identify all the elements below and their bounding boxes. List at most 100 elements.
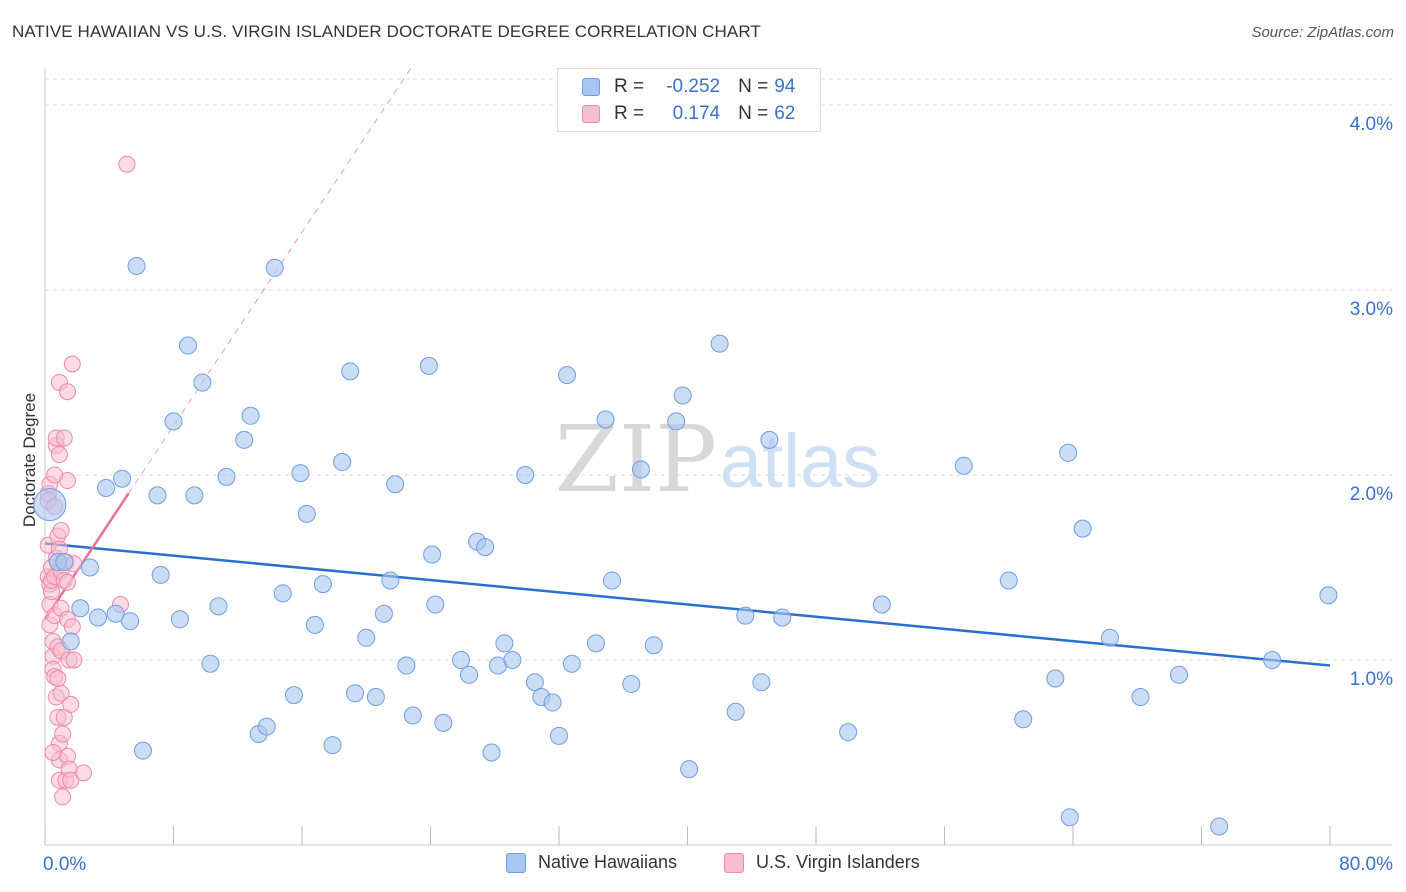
point-native-hawaiians — [1210, 817, 1229, 836]
point-virgin-islanders — [63, 355, 81, 373]
point-native-hawaiians — [127, 256, 146, 275]
point-native-hawaiians — [773, 608, 792, 627]
point-native-hawaiians — [235, 430, 254, 449]
legend-n-label: N = — [738, 103, 769, 124]
trend-line-virgin-islanders — [43, 492, 130, 620]
point-virgin-islanders — [46, 466, 64, 484]
point-native-hawaiians — [736, 606, 755, 625]
legend-row-native-hawaiians: R = -0.252 N = 94 — [582, 74, 795, 100]
point-native-hawaiians — [33, 488, 67, 522]
legend-swatch-pink — [582, 105, 600, 123]
point-native-hawaiians — [596, 410, 615, 429]
point-native-hawaiians — [543, 693, 562, 712]
point-native-hawaiians — [495, 634, 514, 653]
watermark-atlas: atlas — [720, 419, 881, 504]
point-native-hawaiians — [241, 406, 260, 425]
point-native-hawaiians — [999, 571, 1018, 590]
point-native-hawaiians — [284, 686, 303, 705]
legend-n-value: 62 — [774, 103, 796, 124]
point-native-hawaiians — [1131, 688, 1150, 706]
point-native-hawaiians — [313, 575, 332, 594]
point-native-hawaiians — [397, 656, 416, 675]
point-native-hawaiians — [374, 604, 393, 623]
point-virgin-islanders — [58, 573, 76, 591]
bottom-legend-virgin-islanders: U.S. Virgin Islanders — [724, 852, 920, 873]
point-native-hawaiians — [305, 615, 324, 634]
point-native-hawaiians — [178, 336, 197, 355]
point-native-hawaiians — [482, 743, 501, 762]
bottom-swatch-pink — [724, 852, 744, 873]
point-virgin-islanders — [65, 651, 83, 669]
point-native-hawaiians — [1014, 710, 1033, 729]
point-native-hawaiians — [55, 552, 74, 571]
point-native-hawaiians — [516, 466, 535, 484]
point-native-hawaiians — [89, 608, 108, 627]
point-native-hawaiians — [558, 366, 577, 385]
point-native-hawaiians — [1059, 443, 1078, 462]
grid-lines — [45, 78, 1392, 661]
point-native-hawaiians — [386, 475, 405, 494]
point-native-hawaiians — [423, 545, 442, 564]
point-virgin-islanders — [55, 429, 73, 447]
point-virgin-islanders — [58, 383, 76, 401]
point-native-hawaiians — [1170, 665, 1189, 684]
point-virgin-islanders — [50, 446, 68, 464]
point-native-hawaiians — [622, 675, 641, 694]
point-native-hawaiians — [61, 632, 80, 651]
point-native-hawaiians — [586, 634, 605, 653]
point-native-hawaiians — [217, 467, 236, 486]
point-native-hawaiians — [1046, 669, 1065, 688]
point-native-hawaiians — [201, 654, 220, 673]
point-native-hawaiians — [291, 464, 310, 483]
point-native-hawaiians — [760, 430, 779, 449]
bottom-swatch-blue — [506, 852, 526, 873]
y-tick-label: 4.0% — [1350, 114, 1393, 135]
point-virgin-islanders — [54, 788, 72, 806]
trend-line-native-hawaiians — [44, 542, 1331, 667]
point-native-hawaiians — [839, 723, 858, 742]
point-native-hawaiians — [71, 599, 90, 618]
legend-swatch-blue — [582, 78, 600, 96]
point-native-hawaiians — [452, 651, 471, 669]
chart-title: NATIVE HAWAIIAN VS U.S. VIRGIN ISLANDER … — [12, 22, 761, 41]
point-native-hawaiians — [185, 486, 204, 505]
point-native-hawaiians — [193, 373, 212, 392]
point-native-hawaiians — [503, 651, 522, 669]
point-native-hawaiians — [106, 604, 125, 623]
y-tick-label: 3.0% — [1350, 299, 1393, 320]
legend-r-value: 0.174 — [672, 103, 721, 124]
trend-lines — [43, 67, 1331, 667]
data-points — [33, 155, 1338, 836]
legend-row-virgin-islanders: R = 0.174 N = 62 — [582, 101, 795, 127]
point-native-hawaiians — [954, 456, 973, 475]
point-native-hawaiians — [333, 453, 352, 472]
point-native-hawaiians — [148, 486, 167, 505]
point-native-hawaiians — [80, 558, 99, 577]
point-native-hawaiians — [631, 460, 650, 479]
point-virgin-islanders — [44, 744, 62, 761]
point-native-hawaiians — [872, 595, 891, 614]
bottom-legend-label: Native Hawaiians — [538, 852, 678, 872]
point-native-hawaiians — [366, 688, 385, 706]
point-virgin-islanders — [63, 618, 81, 636]
point-native-hawaiians — [164, 412, 183, 431]
point-virgin-islanders — [52, 684, 70, 702]
y-tick-label: 2.0% — [1350, 484, 1393, 505]
point-virgin-islanders — [54, 725, 72, 743]
point-native-hawaiians — [550, 726, 568, 745]
legend-r-value: -0.252 — [666, 76, 721, 97]
point-virgin-islanders — [62, 771, 80, 789]
point-virgin-islanders — [118, 155, 136, 173]
point-native-hawaiians — [1060, 808, 1079, 827]
point-virgin-islanders — [62, 695, 80, 713]
point-native-hawaiians — [257, 717, 276, 736]
point-native-hawaiians — [426, 595, 445, 614]
legend-n-label: N = — [738, 76, 769, 97]
point-native-hawaiians — [752, 673, 771, 692]
source-label: Source: ZipAtlas.com — [1251, 24, 1394, 41]
point-native-hawaiians — [667, 412, 686, 431]
point-native-hawaiians — [562, 654, 581, 673]
tick-labels: 1.0% 2.0% 3.0% 4.0% 0.0% 80.0% — [43, 114, 1393, 875]
point-virgin-islanders — [52, 522, 70, 539]
bottom-legend-native-hawaiians: Native Hawaiians — [506, 852, 677, 873]
